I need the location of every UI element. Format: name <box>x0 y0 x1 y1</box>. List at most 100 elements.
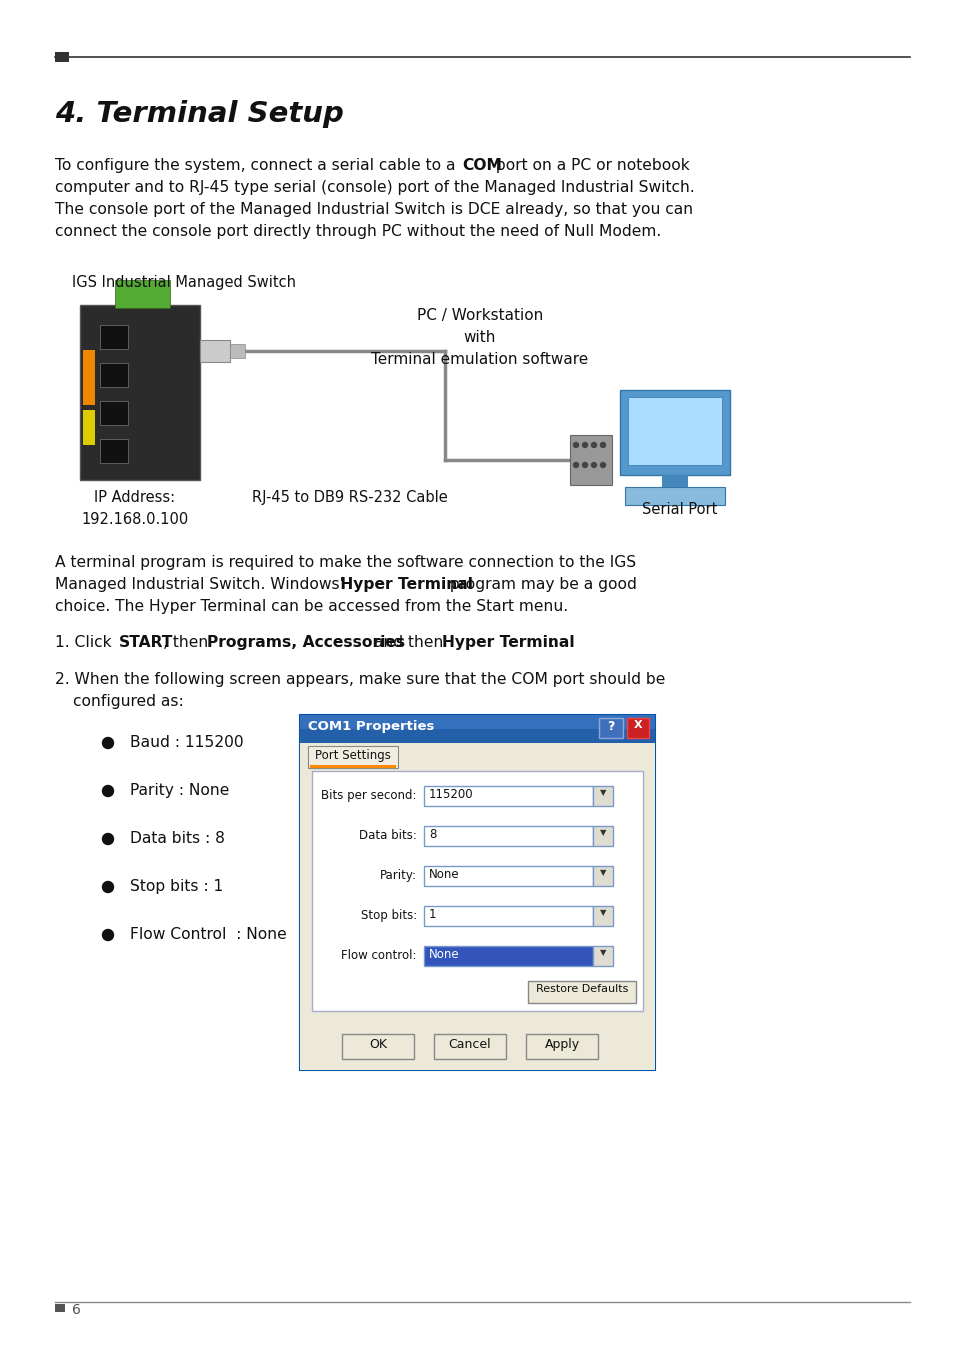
Text: IGS Industrial Managed Switch: IGS Industrial Managed Switch <box>71 275 295 290</box>
Bar <box>310 765 395 768</box>
Text: RJ-45 to DB9 RS-232 Cable: RJ-45 to DB9 RS-232 Cable <box>252 490 447 505</box>
Text: and then: and then <box>369 635 448 650</box>
Bar <box>593 826 613 846</box>
Bar <box>593 787 613 806</box>
Text: OK: OK <box>369 1039 387 1051</box>
Text: COM: COM <box>461 158 501 173</box>
Bar <box>308 746 397 768</box>
Bar <box>100 401 128 425</box>
Bar <box>299 743 655 1070</box>
Text: The console port of the Managed Industrial Switch is DCE already, so that you ca: The console port of the Managed Industri… <box>55 202 693 217</box>
Bar <box>569 435 612 485</box>
Text: ▼: ▼ <box>599 829 605 837</box>
Bar <box>624 487 724 505</box>
Text: Hyper Terminal: Hyper Terminal <box>441 635 574 650</box>
Text: port on a PC or notebook: port on a PC or notebook <box>491 158 689 173</box>
Text: A terminal program is required to make the software connection to the IGS: A terminal program is required to make t… <box>55 555 636 570</box>
Bar <box>423 787 593 806</box>
Bar <box>423 946 593 965</box>
Text: None: None <box>429 948 459 961</box>
Text: Cancel: Cancel <box>448 1039 491 1051</box>
Bar <box>423 826 593 846</box>
Bar <box>527 982 636 1003</box>
Text: connect the console port directly through PC without the need of Null Modem.: connect the console port directly throug… <box>55 223 660 240</box>
Text: 192.168.0.100: 192.168.0.100 <box>81 512 189 527</box>
Bar <box>299 715 655 728</box>
Bar <box>525 1034 598 1059</box>
Bar <box>312 770 642 1011</box>
Text: COM1 Properties: COM1 Properties <box>308 720 434 733</box>
Text: Bits per second:: Bits per second: <box>321 789 416 802</box>
Text: Restore Defaults: Restore Defaults <box>536 984 627 994</box>
Text: Flow Control  : None: Flow Control : None <box>130 927 287 942</box>
Text: Parity : None: Parity : None <box>130 783 229 798</box>
Bar <box>55 1304 65 1312</box>
Circle shape <box>599 443 605 448</box>
Bar <box>341 1034 414 1059</box>
Text: None: None <box>429 868 459 881</box>
Bar <box>593 906 613 926</box>
Circle shape <box>582 463 587 467</box>
Circle shape <box>102 834 113 845</box>
Text: Managed Industrial Switch. Windows': Managed Industrial Switch. Windows' <box>55 577 343 592</box>
Text: Programs, Accessories: Programs, Accessories <box>207 635 405 650</box>
Bar <box>200 340 230 362</box>
Text: Stop bits:: Stop bits: <box>360 909 416 922</box>
Circle shape <box>102 785 113 796</box>
Bar <box>83 349 95 405</box>
Text: 1: 1 <box>429 909 436 921</box>
Text: with: with <box>463 330 496 345</box>
Bar <box>593 867 613 886</box>
Text: program may be a good: program may be a good <box>444 577 637 592</box>
Text: Stop bits : 1: Stop bits : 1 <box>130 879 223 894</box>
Text: X: X <box>633 720 641 730</box>
Text: 115200: 115200 <box>429 788 473 802</box>
Bar <box>434 1034 505 1059</box>
Circle shape <box>591 443 596 448</box>
Text: Serial Port: Serial Port <box>641 502 717 517</box>
Text: 1. Click: 1. Click <box>55 635 116 650</box>
Text: Baud : 115200: Baud : 115200 <box>130 735 243 750</box>
Text: PC / Workstation: PC / Workstation <box>416 307 542 324</box>
Text: Hyper Terminal: Hyper Terminal <box>335 577 473 592</box>
Text: configured as:: configured as: <box>73 695 184 709</box>
Circle shape <box>102 881 113 892</box>
Bar <box>299 715 655 743</box>
Text: , then: , then <box>163 635 213 650</box>
Circle shape <box>582 443 587 448</box>
Circle shape <box>591 463 596 467</box>
Bar <box>80 305 200 481</box>
Bar <box>100 325 128 349</box>
Text: To configure the system, connect a serial cable to a: To configure the system, connect a seria… <box>55 158 460 173</box>
Circle shape <box>573 443 578 448</box>
Text: 8: 8 <box>429 829 436 841</box>
Text: ?: ? <box>607 720 614 733</box>
Bar <box>115 280 170 307</box>
Text: START: START <box>119 635 173 650</box>
Text: 6: 6 <box>71 1303 81 1317</box>
Text: .: . <box>548 635 554 650</box>
Text: Parity:: Parity: <box>379 869 416 881</box>
Bar <box>627 397 721 464</box>
Text: Apply: Apply <box>544 1039 579 1051</box>
Text: IP Address:: IP Address: <box>94 490 175 505</box>
Bar <box>619 390 729 475</box>
Bar <box>661 475 687 487</box>
Circle shape <box>573 463 578 467</box>
Text: 4. Terminal Setup: 4. Terminal Setup <box>55 100 343 129</box>
Bar <box>593 946 613 965</box>
Text: Terminal emulation software: Terminal emulation software <box>371 352 588 367</box>
Bar <box>83 410 95 445</box>
Text: ▼: ▼ <box>599 868 605 877</box>
Text: computer and to RJ-45 type serial (console) port of the Managed Industrial Switc: computer and to RJ-45 type serial (conso… <box>55 180 694 195</box>
Text: ▼: ▼ <box>599 788 605 798</box>
Bar <box>598 718 622 738</box>
Circle shape <box>599 463 605 467</box>
Text: choice. The Hyper Terminal can be accessed from the Start menu.: choice. The Hyper Terminal can be access… <box>55 598 568 613</box>
Text: 2. When the following screen appears, make sure that the COM port should be: 2. When the following screen appears, ma… <box>55 672 664 686</box>
Text: Port Settings: Port Settings <box>314 749 391 762</box>
Text: Flow control:: Flow control: <box>341 949 416 961</box>
Bar <box>626 718 648 738</box>
Circle shape <box>102 738 113 749</box>
Bar <box>100 439 128 463</box>
